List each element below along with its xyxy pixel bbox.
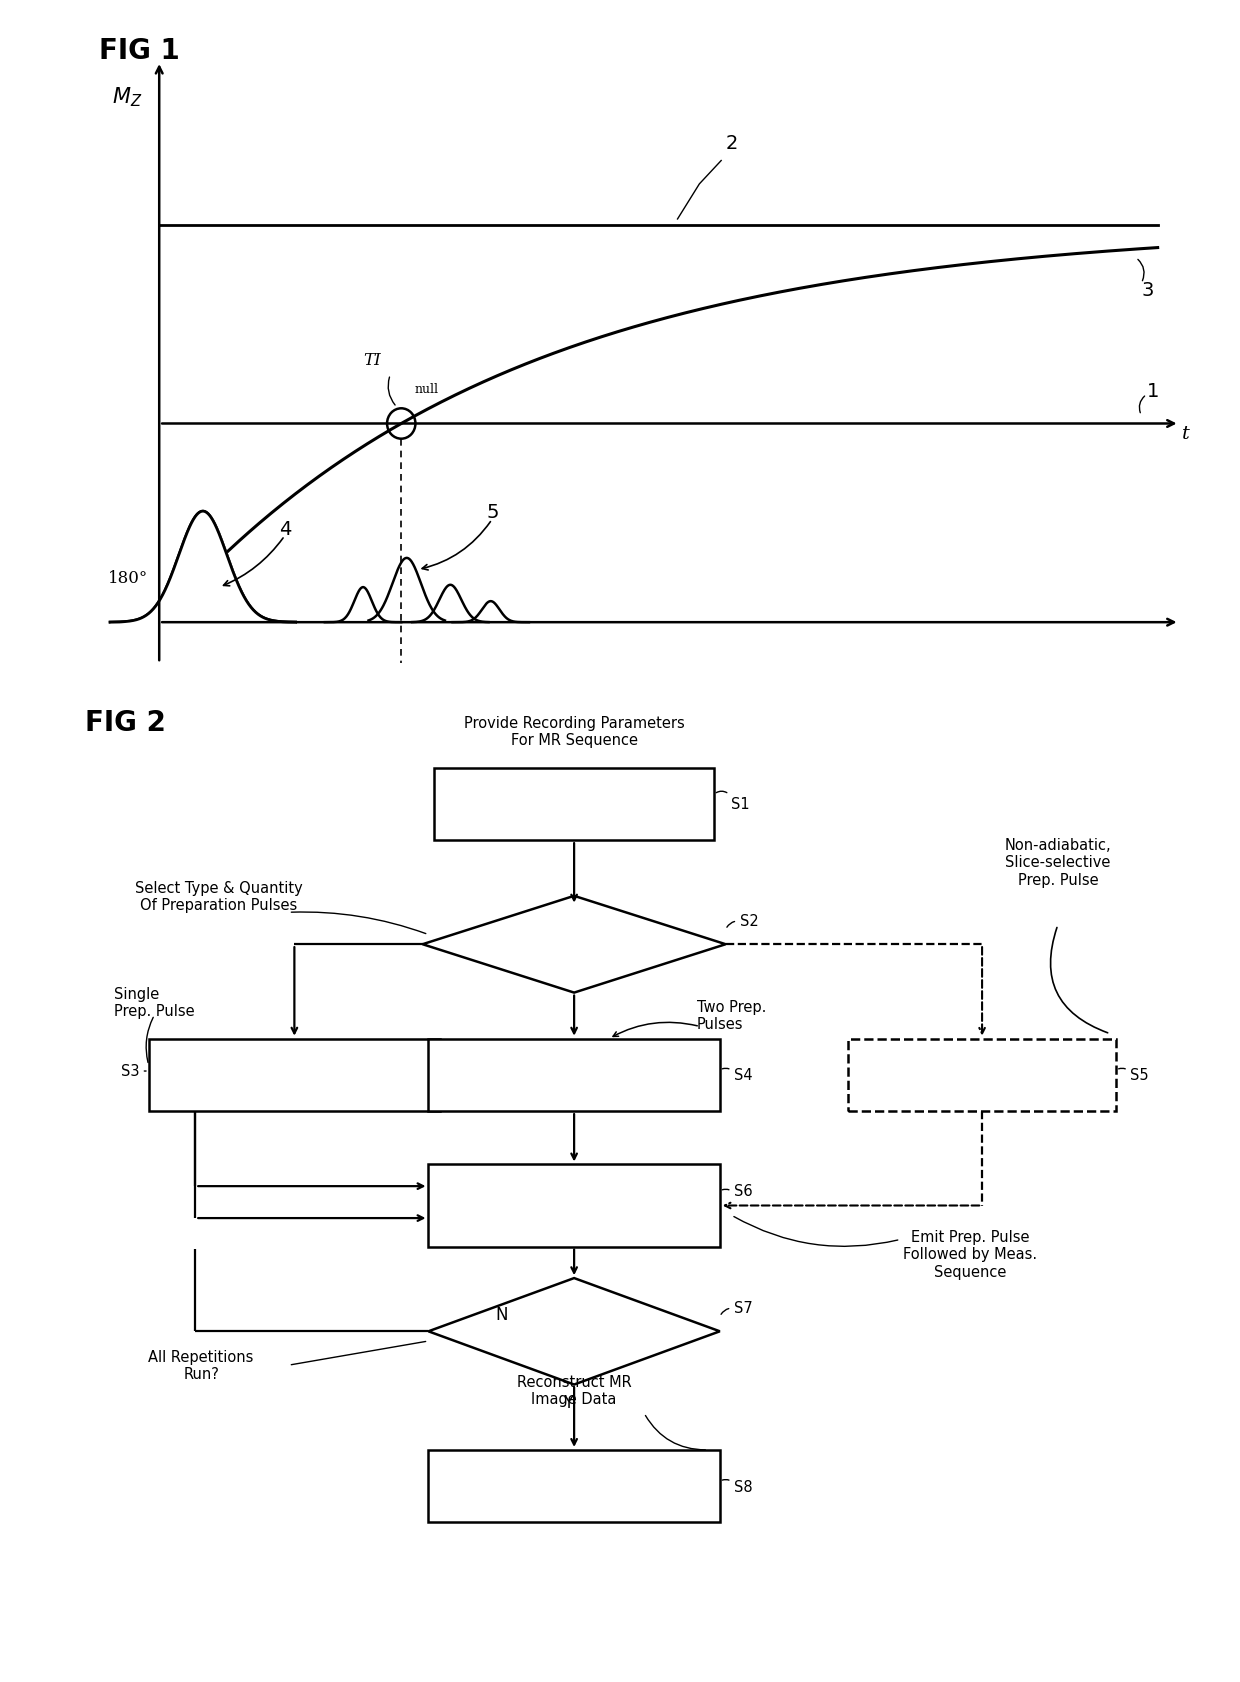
FancyBboxPatch shape [848, 1039, 1116, 1112]
Text: Select Type & Quantity
Of Preparation Pulses: Select Type & Quantity Of Preparation Pu… [135, 880, 303, 913]
Text: S4: S4 [734, 1068, 753, 1083]
Text: S8: S8 [734, 1478, 753, 1494]
Text: FIG 2: FIG 2 [84, 708, 165, 737]
Text: null: null [414, 383, 439, 395]
FancyBboxPatch shape [434, 769, 714, 841]
Text: All Repetitions
Run?: All Repetitions Run? [149, 1349, 254, 1381]
Text: t: t [1182, 424, 1189, 442]
Text: Non-adiabatic,
Slice-selective
Prep. Pulse: Non-adiabatic, Slice-selective Prep. Pul… [1004, 838, 1111, 888]
FancyBboxPatch shape [429, 1039, 720, 1112]
Text: 3: 3 [1141, 281, 1153, 299]
Text: Two Prep.
Pulses: Two Prep. Pulses [697, 999, 766, 1031]
Text: Single
Prep. Pulse: Single Prep. Pulse [114, 986, 195, 1019]
Text: S3: S3 [120, 1063, 139, 1078]
FancyBboxPatch shape [429, 1450, 720, 1522]
Text: 5: 5 [486, 503, 498, 521]
Text: S7: S7 [734, 1300, 753, 1315]
Text: S2: S2 [739, 913, 759, 928]
Text: 180°: 180° [108, 570, 148, 587]
Text: 4: 4 [279, 520, 291, 538]
Text: S6: S6 [734, 1184, 753, 1199]
Text: S5: S5 [1130, 1068, 1148, 1083]
FancyBboxPatch shape [429, 1164, 720, 1246]
Text: Reconstruct MR
Image Data: Reconstruct MR Image Data [517, 1374, 631, 1406]
Text: Emit Prep. Pulse
Followed by Meas.
Sequence: Emit Prep. Pulse Followed by Meas. Seque… [904, 1230, 1038, 1278]
Text: S1: S1 [732, 797, 750, 812]
Text: TI: TI [363, 352, 381, 368]
Text: Provide Recording Parameters
For MR Sequence: Provide Recording Parameters For MR Sequ… [464, 715, 684, 748]
Text: $M_Z$: $M_Z$ [113, 86, 143, 109]
Text: N: N [496, 1305, 508, 1324]
Text: Y: Y [563, 1393, 573, 1411]
FancyBboxPatch shape [149, 1039, 440, 1112]
Text: FIG 1: FIG 1 [99, 37, 180, 66]
Text: 1: 1 [1147, 382, 1159, 400]
Text: 2: 2 [725, 135, 738, 153]
